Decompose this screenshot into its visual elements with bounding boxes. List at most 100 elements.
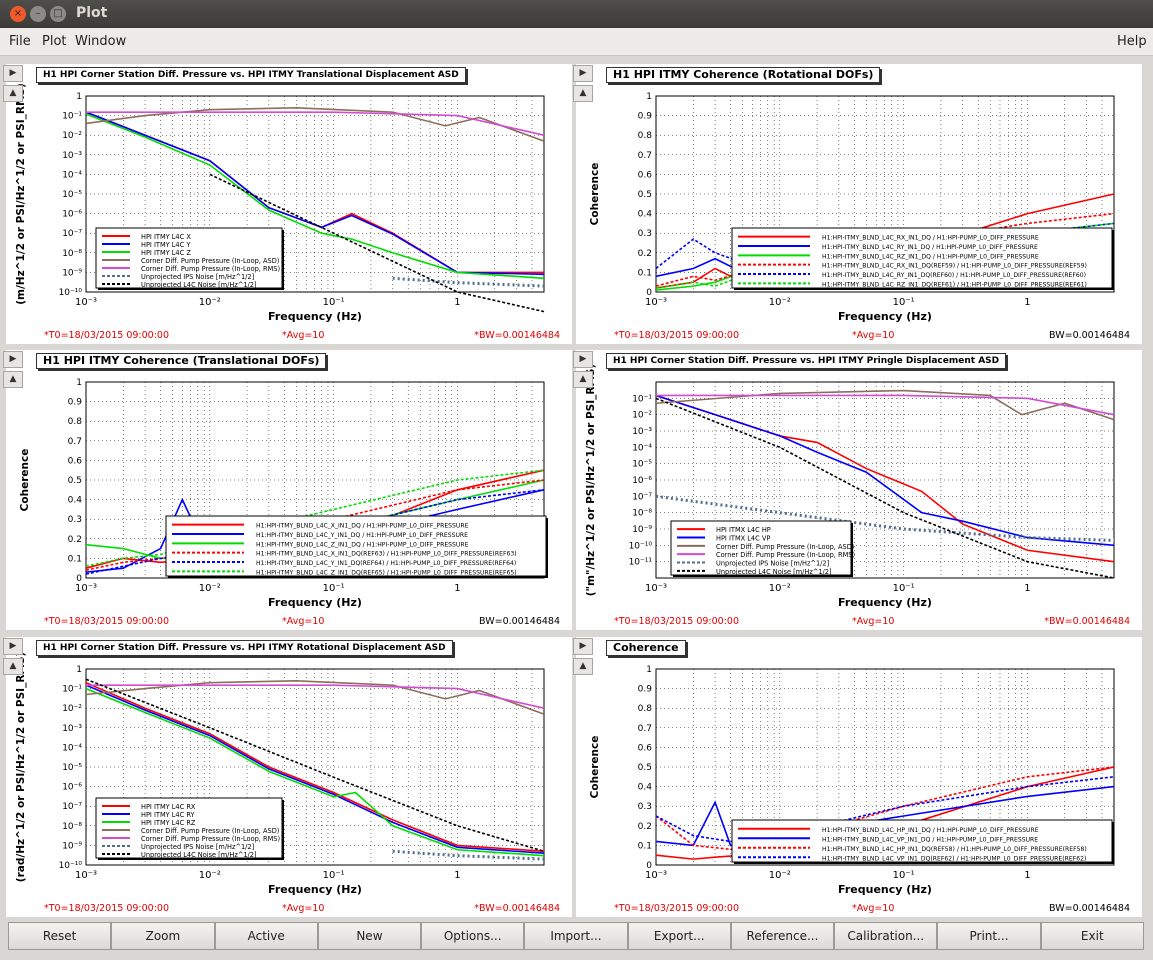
collapse-icon[interactable]: ▲	[573, 658, 593, 675]
y-tick-label: 0.6	[68, 456, 83, 466]
y-axis-label: ("m"/Hz^1/2 or PSI/Hz^1/2 or PSI_RMS)	[585, 364, 597, 597]
menu-plot[interactable]: Plot	[42, 34, 67, 49]
y-tick-label: 1	[76, 665, 82, 675]
footer-bw: BW=0.00146484	[479, 616, 560, 627]
collapse-icon[interactable]: ▲	[573, 371, 593, 388]
collapse-icon[interactable]: ▲	[3, 658, 23, 675]
calibration-button[interactable]: Calibration...	[834, 922, 938, 950]
plot-panel-1[interactable]: H1 HPI Corner Station Diff. Pressure vs.…	[6, 64, 572, 344]
legend-label: Corner Diff. Pump Pressure (In-Loop, ASD…	[141, 257, 279, 265]
zoom-button[interactable]: Zoom	[111, 922, 215, 950]
plot-canvas[interactable]: 10⁻³ 10⁻² 10⁻¹ 1 0 0.1 0.2 0.3 0.4 0.5 0.6 0.7 0.8 0.…	[6, 350, 572, 630]
reset-button[interactable]: Reset	[8, 922, 112, 950]
plot-panel-3[interactable]: H1 HPI ITMY Coherence (Translational DOF…	[6, 350, 572, 630]
print-button[interactable]: Print...	[937, 922, 1041, 950]
minimize-icon[interactable]: –	[30, 6, 46, 22]
x-tick-label: 10⁻³	[645, 297, 667, 308]
exit-button[interactable]: Exit	[1040, 922, 1144, 950]
y-tick-label: 0.2	[638, 822, 652, 832]
window-title: Plot	[76, 5, 108, 21]
y-tick-label: 0	[76, 574, 82, 584]
y-tick-label: 0.9	[638, 685, 653, 695]
active-button[interactable]: Active	[214, 922, 318, 950]
x-tick-label: 10⁻³	[75, 583, 97, 594]
plot-canvas[interactable]: 10⁻³ 10⁻² 10⁻¹ 1 10⁻¹ 10⁻² 10⁻³ 10⁻⁴ 10⁻⁵ 10⁻⁶ 10⁻…	[576, 350, 1142, 630]
new-button[interactable]: New	[317, 922, 422, 950]
y-tick-label: 10⁻¹⁰	[59, 288, 83, 298]
plot-panel-6[interactable]: Coherence 10⁻³ 10⁻² 10⁻¹ 1 0 0.1 0.2 0.3 0.4 0.5 0.…	[576, 637, 1142, 917]
y-tick-label: 0.2	[638, 249, 652, 259]
x-tick-label: 10⁻¹	[893, 583, 915, 594]
plot-panel-4[interactable]: H1 HPI Corner Station Diff. Pressure vs.…	[576, 350, 1142, 630]
y-tick-label: 10⁻⁶	[632, 476, 652, 486]
y-tick-label: 0.7	[68, 437, 82, 447]
plot-title: Coherence	[606, 640, 686, 656]
options-button[interactable]: Options...	[421, 922, 525, 950]
y-tick-label: 0.7	[638, 151, 652, 161]
reference-button[interactable]: Reference...	[730, 922, 835, 950]
plot-panel-2[interactable]: H1 HPI ITMY Coherence (Rotational DOFs) 1…	[576, 64, 1142, 344]
legend-label: Unprojected IPS Noise [m/Hz^1/2]	[716, 560, 829, 568]
x-tick-label: 10⁻²	[199, 297, 221, 308]
x-tick-label: 10⁻¹	[893, 297, 915, 308]
y-tick-label: 10⁻¹	[632, 394, 652, 404]
expand-icon[interactable]: ▶	[3, 638, 23, 655]
y-tick-label: 10⁻⁹	[632, 525, 652, 535]
y-tick-label: 0.5	[68, 476, 82, 486]
legend-label: H1:HPI-ITMY_BLND_L4C_VP_IN1_DQ(REF62) / …	[822, 855, 1086, 862]
plot-panel-5[interactable]: H1 HPI Corner Station Diff. Pressure vs.…	[6, 637, 572, 917]
footer-bw: *BW=0.00146484	[474, 903, 560, 914]
export-button[interactable]: Export...	[627, 922, 731, 950]
y-tick-label: 10⁻¹	[62, 112, 82, 122]
plot-canvas[interactable]: 10⁻³ 10⁻² 10⁻¹ 1 1 10⁻¹ 10⁻² 10⁻³ 10⁻⁴ 10⁻⁵ 10⁻⁶ 10…	[6, 64, 572, 344]
series-line	[655, 394, 1115, 547]
menu-file[interactable]: File	[9, 34, 31, 49]
y-tick-label: 10⁻⁹	[62, 268, 82, 278]
y-axis-label: Coherence	[19, 449, 31, 512]
footer-avg: *Avg=10	[852, 903, 894, 914]
y-tick-label: 1	[76, 92, 82, 102]
x-tick-label: 10⁻²	[199, 870, 221, 881]
legend-box	[95, 797, 283, 859]
collapse-icon[interactable]: ▲	[3, 371, 23, 388]
footer-avg: *Avg=10	[282, 330, 324, 341]
expand-icon[interactable]: ▶	[573, 351, 593, 368]
y-axis-label: (m/Hz^1/2 or PSI/Hz^1/2 or PSI_RMS)	[15, 83, 27, 305]
legend-label: H1:HPI-ITMY_BLND_L4C_RZ_IN1_DQ / H1:HPI-…	[822, 253, 1039, 260]
expand-icon[interactable]: ▶	[573, 65, 593, 82]
close-icon[interactable]: ×	[10, 6, 26, 22]
footer-avg: *Avg=10	[852, 330, 894, 341]
plot-title: H1 HPI Corner Station Diff. Pressure vs.…	[606, 353, 1007, 369]
y-tick-label: 0.3	[68, 515, 82, 525]
plot-canvas[interactable]: 10⁻³ 10⁻² 10⁻¹ 1 1 10⁻¹ 10⁻² 10⁻³ 10⁻⁴ 10⁻⁵ 10⁻⁶ 10…	[6, 637, 572, 917]
menu-help[interactable]: Help	[1117, 34, 1147, 49]
legend-label: HPI ITMY L4C RZ	[141, 819, 196, 827]
legend-label: H1:HPI-ITMY_BLND_L4C_HP_IN1_DQ(REF58) / …	[822, 846, 1087, 853]
import-button[interactable]: Import...	[524, 922, 628, 950]
menu-window[interactable]: Window	[75, 34, 127, 49]
series-line	[655, 389, 1115, 421]
legend-label: HPI ITMX L4C HP	[716, 526, 771, 534]
expand-icon[interactable]: ▶	[3, 351, 23, 368]
legend-label: Corner Diff. Pump Pressure (In-Loop, RMS…	[141, 265, 280, 273]
maximize-icon[interactable]: □	[50, 6, 66, 22]
expand-icon[interactable]: ▶	[3, 65, 23, 82]
x-axis-label: Frequency (Hz)	[838, 310, 932, 323]
expand-icon[interactable]: ▶	[573, 638, 593, 655]
legend-label: H1:HPI-ITMY_BLND_L4C_HP_IN1_DQ / H1:HPI-…	[822, 827, 1039, 834]
y-tick-label: 10⁻⁶	[62, 783, 82, 793]
plot-canvas[interactable]: 10⁻³ 10⁻² 10⁻¹ 1 0 0.1 0.2 0.3 0.4 0.5 0.6 0.7 0.8 0.…	[576, 64, 1142, 344]
y-axis-label: (rad/Hz^1/2 or PSI/Hz^1/2 or PSI_RMS)	[15, 652, 27, 882]
x-tick-label: 10⁻³	[75, 870, 97, 881]
y-tick-label: 0.8	[68, 417, 83, 427]
plot-canvas[interactable]: 10⁻³ 10⁻² 10⁻¹ 1 0 0.1 0.2 0.3 0.4 0.5 0.6 0.7 0.8 0.…	[576, 637, 1142, 917]
y-tick-label: 0.4	[638, 210, 653, 220]
legend-box	[731, 819, 1113, 863]
legend-label: H1:HPI-ITMY_BLND_L4C_X_IN1_DQ / H1:HPI-P…	[256, 523, 469, 530]
footer-bw: BW=0.00146484	[1049, 330, 1130, 341]
collapse-icon[interactable]: ▲	[573, 85, 593, 102]
legend-label: H1:HPI-ITMY_BLND_L4C_X_IN1_DQ(REF63) / H…	[256, 551, 517, 558]
collapse-icon[interactable]: ▲	[3, 85, 23, 102]
y-tick-label: 10⁻⁸	[62, 249, 82, 259]
legend-box	[165, 515, 547, 577]
